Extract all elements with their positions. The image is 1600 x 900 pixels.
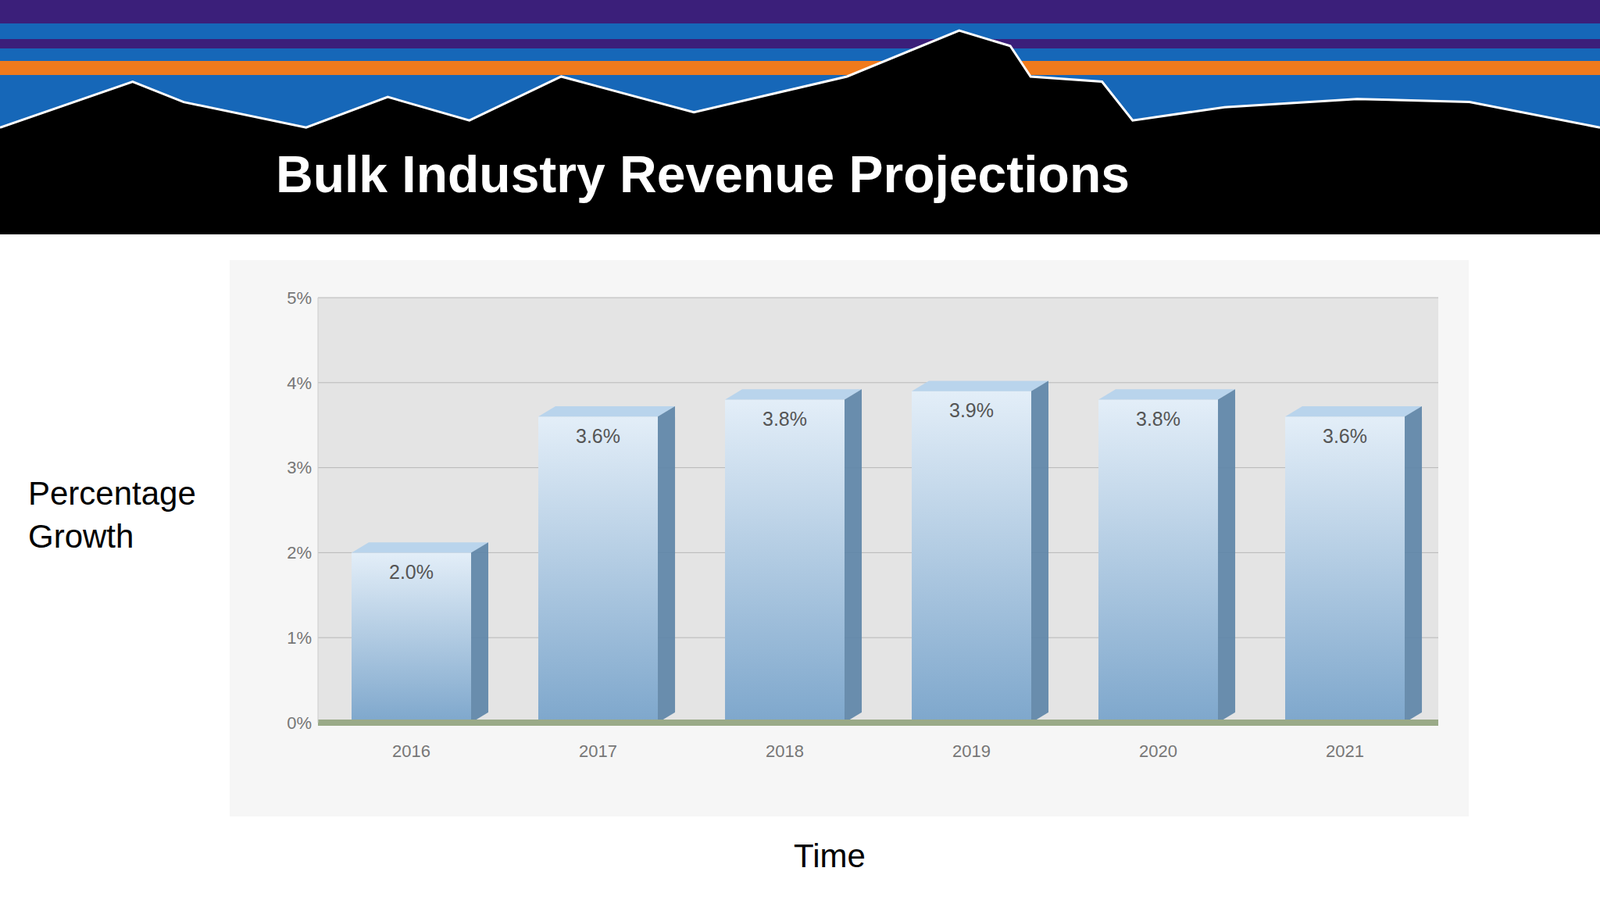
svg-text:2%: 2% bbox=[286, 542, 312, 563]
html-text:Bulk Industry Revenue Projecti: Bulk Industry Revenue Projections bbox=[275, 145, 1130, 204]
svg-text:4%: 4% bbox=[286, 373, 312, 393]
html-text:Time: Time bbox=[793, 837, 866, 875]
svg-text:3.9%: 3.9% bbox=[949, 399, 994, 422]
svg-text:2017: 2017 bbox=[578, 741, 618, 761]
svg-text:3.6%: 3.6% bbox=[1322, 425, 1368, 447]
svg-text:5%: 5% bbox=[286, 288, 312, 308]
svg-text:3.8%: 3.8% bbox=[1135, 407, 1181, 430]
html-text:Percentage Growth: Percentage Growth bbox=[28, 475, 196, 555]
svg-text:2021: 2021 bbox=[1325, 741, 1365, 761]
svg-text:0%: 0% bbox=[286, 713, 312, 733]
svg-text:3.6%: 3.6% bbox=[575, 425, 621, 447]
svg-text:1%: 1% bbox=[286, 628, 312, 648]
svg-text:2019: 2019 bbox=[952, 741, 991, 761]
svg-text:2016: 2016 bbox=[392, 741, 431, 761]
svg-text:2.0%: 2.0% bbox=[389, 560, 434, 583]
svg-text:2020: 2020 bbox=[1139, 741, 1178, 761]
svg-text:3%: 3% bbox=[286, 457, 312, 478]
svg-text:2018: 2018 bbox=[765, 741, 804, 761]
svg-text:3.8%: 3.8% bbox=[762, 407, 808, 430]
